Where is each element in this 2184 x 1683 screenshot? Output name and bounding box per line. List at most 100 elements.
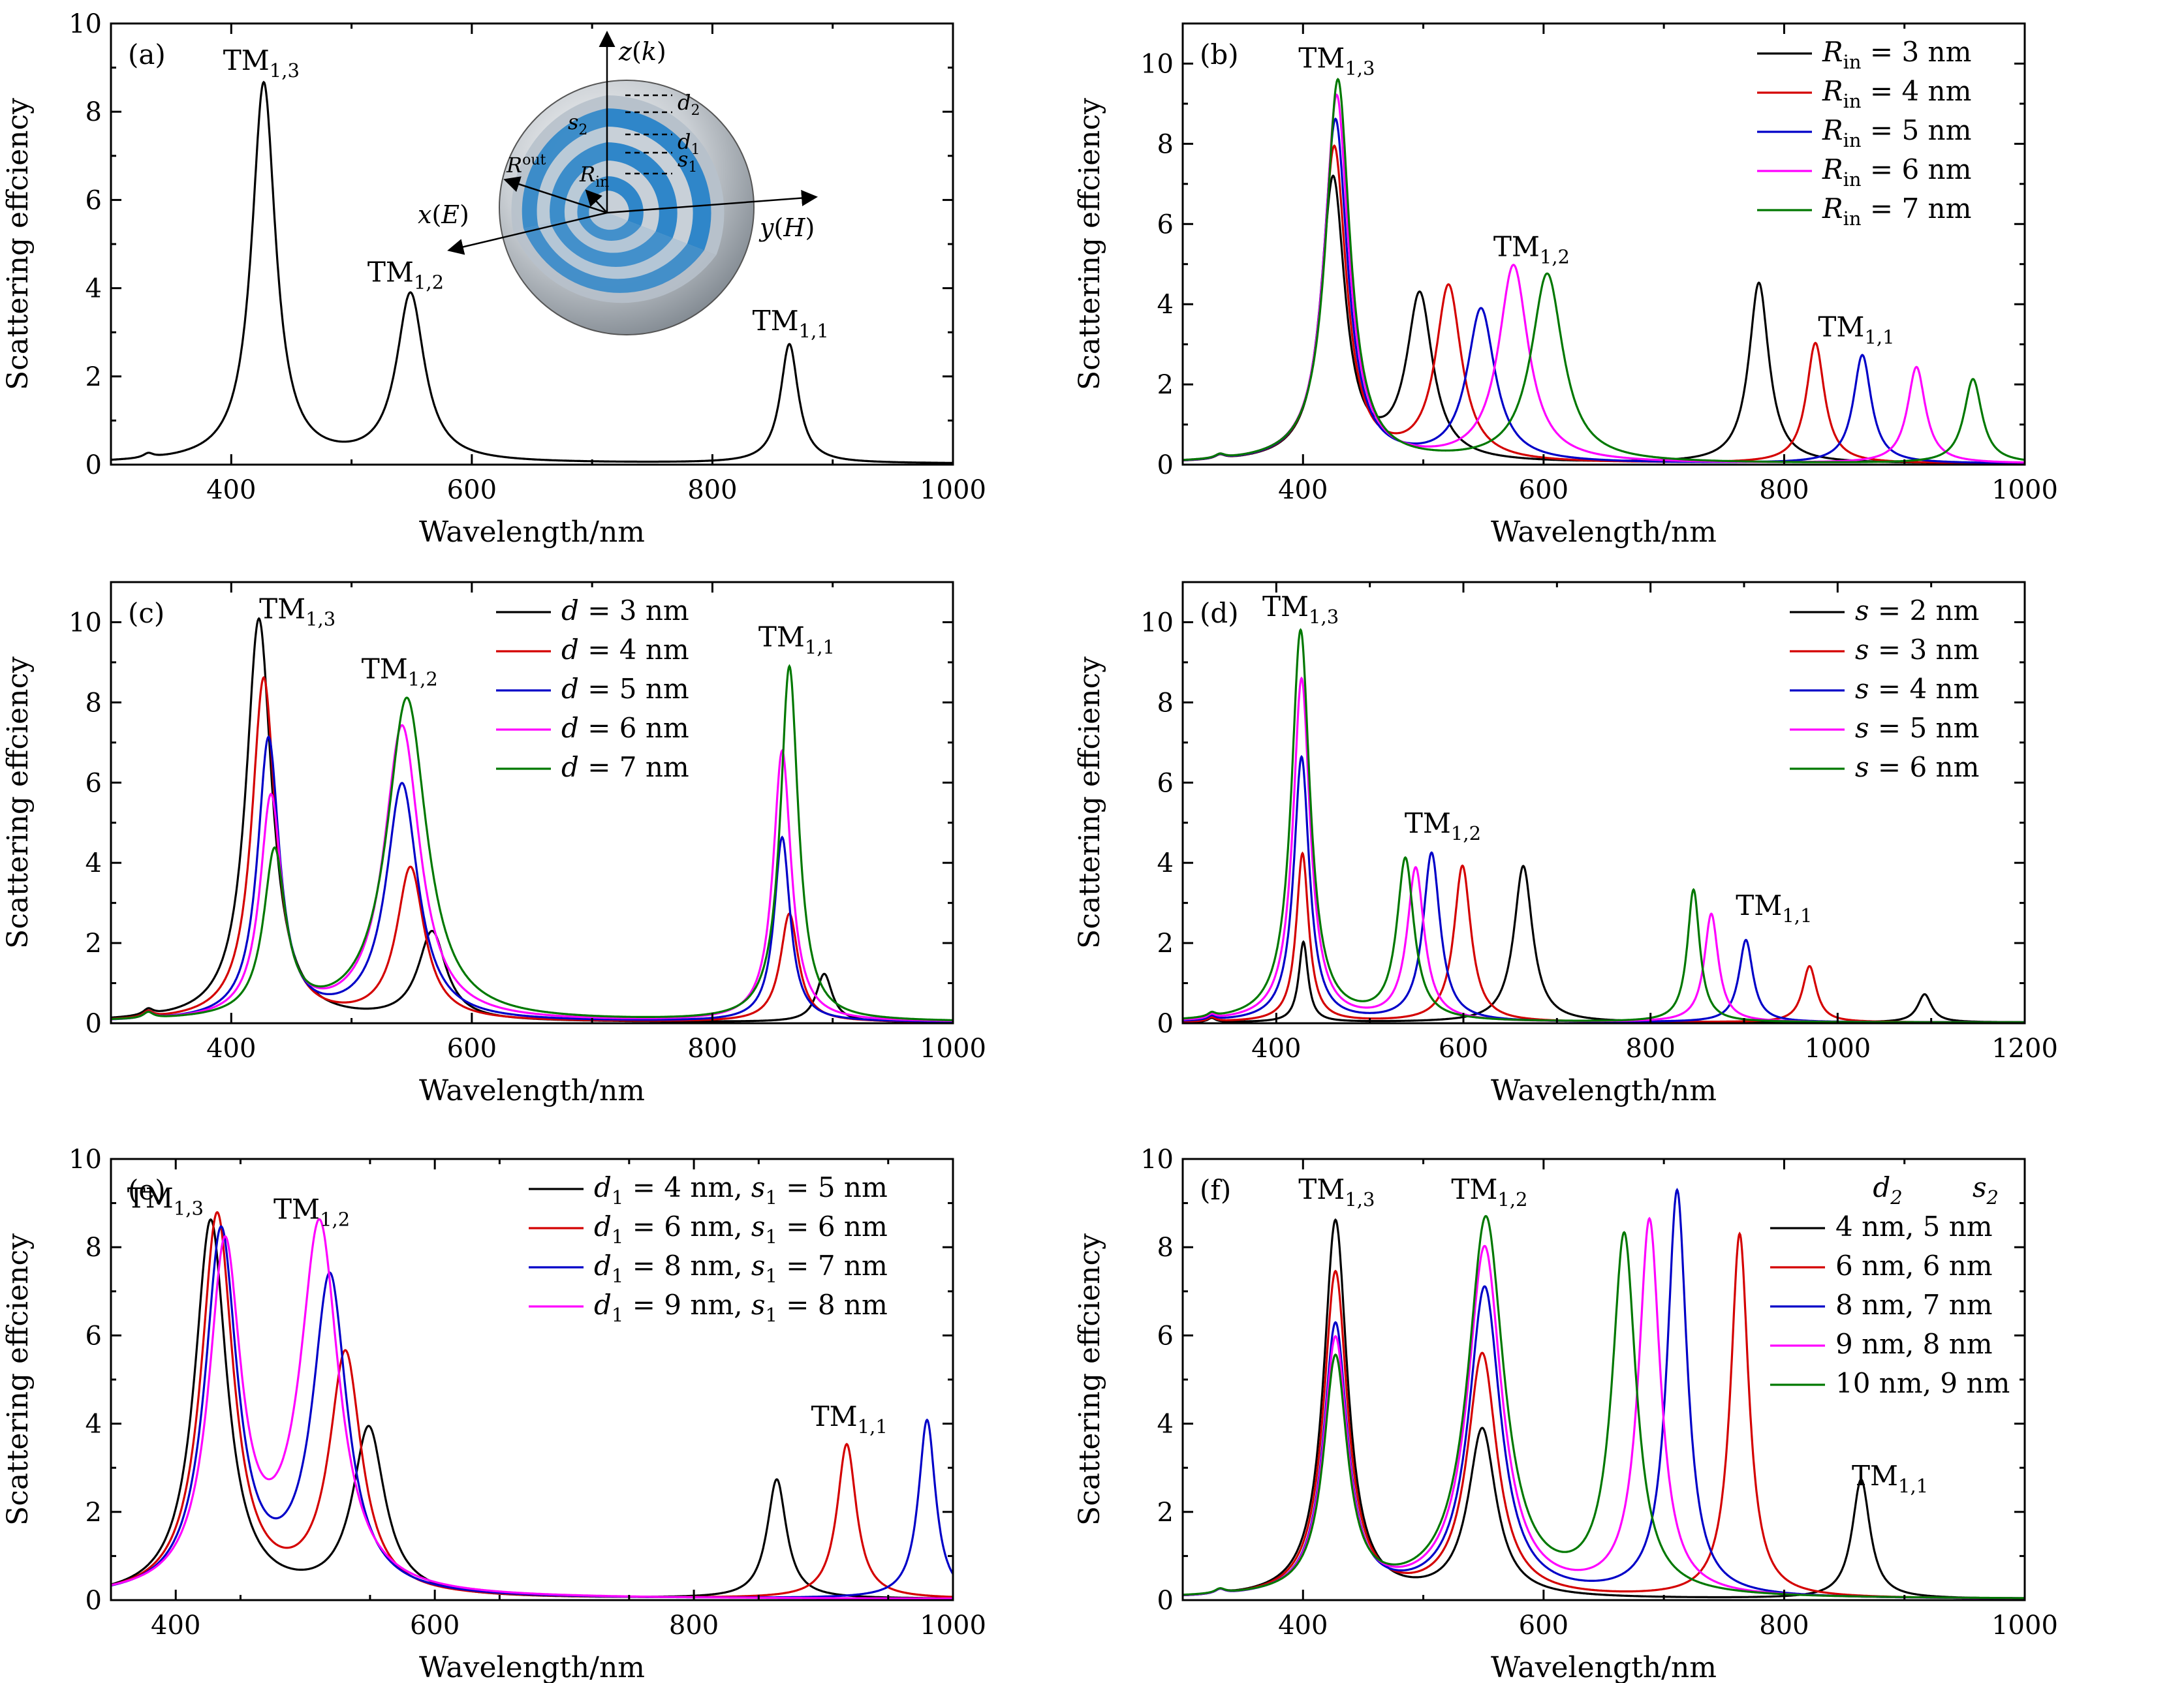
y-tick-label-e: 2 bbox=[86, 1498, 102, 1528]
legend-label-d-3: s = 5 nm bbox=[1855, 712, 1979, 744]
legend-label-c-0: d = 3 nm bbox=[561, 594, 689, 626]
rin-arrow bbox=[585, 189, 608, 213]
legend-label-b-0: Rin = 3 nm bbox=[1822, 36, 1971, 73]
legend-label-b-3: Rin = 6 nm bbox=[1822, 153, 1971, 191]
x-axis-label-inset: x(E) bbox=[418, 200, 469, 229]
y-axis-label-d: Scattering effciency bbox=[1073, 656, 1106, 949]
legend-label-d-2: s = 4 nm bbox=[1855, 673, 1979, 705]
y-tick-label-d: 10 bbox=[1140, 608, 1174, 638]
panel-label-b: (b) bbox=[1200, 39, 1239, 70]
legend-label-d-4: s = 6 nm bbox=[1855, 751, 1979, 783]
series-line-c-1 bbox=[111, 675, 953, 1023]
legend-label-e-1: d1 = 6 nm, s1 = 6 nm bbox=[594, 1211, 888, 1248]
legend-label-f-3: 9 nm, 8 nm bbox=[1835, 1328, 1993, 1360]
y-tick-label-d: 2 bbox=[1157, 929, 1174, 959]
panel-label-e: (e) bbox=[128, 1174, 166, 1206]
label-rin: Rin bbox=[579, 162, 609, 191]
y-tick-label-d: 6 bbox=[1157, 768, 1174, 798]
y-tick-label-a: 0 bbox=[86, 450, 102, 480]
legend-label-f-1: 6 nm, 6 nm bbox=[1835, 1250, 1993, 1282]
legend-label-e-0: d1 = 4 nm, s1 = 5 nm bbox=[594, 1171, 888, 1209]
y-tick-label-e: 4 bbox=[86, 1410, 102, 1440]
series-line-f-4 bbox=[1183, 1214, 2025, 1599]
y-axis-label-c: Scattering effciency bbox=[1, 656, 35, 949]
x-tick-label-f: 800 bbox=[1759, 1611, 1809, 1641]
panel-f: 400 600 800 1000 0 2 4 6 8 10 Wavelength/nm Scatter… bbox=[1073, 1145, 2058, 1683]
legend-label-f-0: 4 nm, 5 nm bbox=[1835, 1211, 1993, 1243]
legend-label-c-2: d = 5 nm bbox=[561, 673, 689, 705]
layer-right-6 bbox=[607, 191, 629, 221]
y-tick-label-e: 6 bbox=[86, 1321, 102, 1351]
legend-label-d-0: s = 2 nm bbox=[1855, 594, 1979, 626]
panel-b: 400 600 800 1000 0 2 4 6 8 10 Wavelength/nm Scatter… bbox=[1073, 22, 2058, 549]
y-tick-label-a: 8 bbox=[86, 97, 102, 127]
y-tick-label-a: 6 bbox=[86, 185, 102, 215]
x-tick-label-e: 1000 bbox=[920, 1611, 986, 1641]
peak-annotation-a-0: TM1,3 bbox=[223, 44, 300, 82]
legend-label-f-2: 8 nm, 7 nm bbox=[1835, 1289, 1993, 1321]
x-tick-label-e: 400 bbox=[151, 1611, 200, 1641]
x-tick-label-d: 1000 bbox=[1804, 1034, 1871, 1064]
panel-d: 400 600 800 1000 1200 0 2 4 6 8 10 Wavelength/nm Sca… bbox=[1073, 581, 2058, 1107]
legend-label-c-1: d = 4 nm bbox=[561, 634, 689, 666]
panel-label-f: (f) bbox=[1200, 1174, 1231, 1206]
y-axis-label-b: Scattering effciency bbox=[1073, 98, 1106, 390]
y-tick-label-c: 2 bbox=[86, 929, 102, 959]
x-tick-label-c: 800 bbox=[687, 1034, 737, 1064]
plot-frame-d bbox=[1181, 581, 2026, 1025]
y-tick-label-d: 0 bbox=[1157, 1009, 1174, 1039]
y-tick-label-c: 6 bbox=[86, 768, 102, 798]
peak-annotation-b-0: TM1,3 bbox=[1298, 42, 1375, 80]
y-tick-label-c: 8 bbox=[86, 688, 102, 718]
x-tick-label-d: 800 bbox=[1625, 1034, 1675, 1064]
series-line-d-4 bbox=[1183, 628, 2025, 1023]
peak-annotation-e-0: TM1,3 bbox=[127, 1182, 204, 1219]
x-tick-label-f: 400 bbox=[1278, 1611, 1328, 1641]
panel-label-a: (a) bbox=[128, 39, 166, 70]
y-tick-label-c: 4 bbox=[86, 848, 102, 878]
y-tick-label-e: 8 bbox=[86, 1233, 102, 1263]
y-tick-label-b: 4 bbox=[1157, 290, 1174, 320]
y-tick-label-b: 8 bbox=[1157, 129, 1174, 159]
x-tick-label-a: 600 bbox=[447, 475, 497, 505]
x-tick-label-b: 600 bbox=[1519, 475, 1568, 505]
y-axis-label-f: Scattering effciency bbox=[1073, 1233, 1106, 1526]
x-axis-label-c: Wavelength/nm bbox=[419, 1074, 645, 1107]
x-tick-label-f: 1000 bbox=[1991, 1611, 2058, 1641]
y-tick-label-c: 10 bbox=[69, 608, 102, 638]
x-tick-label-c: 1000 bbox=[920, 1034, 986, 1064]
legend-label-b-4: Rin = 7 nm bbox=[1822, 193, 1971, 230]
x-tick-label-b: 800 bbox=[1759, 475, 1809, 505]
panel-e: 400 600 800 1000 0 2 4 6 8 10 Wavelength/nm Scatter… bbox=[1, 1145, 986, 1683]
legend-label-c-3: d = 6 nm bbox=[561, 712, 689, 744]
x-tick-label-f: 600 bbox=[1519, 1611, 1568, 1641]
peak-annotation-a-2: TM1,1 bbox=[753, 305, 829, 342]
z-axis-label: z(k) bbox=[618, 37, 666, 66]
rout-arrow bbox=[503, 176, 608, 214]
peak-annotation-c-1: TM1,2 bbox=[362, 653, 438, 690]
legend-label-f-4: 10 nm, 9 nm bbox=[1835, 1367, 2010, 1399]
label-d2: d2 bbox=[678, 90, 700, 119]
legend-label-e-2: d1 = 8 nm, s1 = 7 nm bbox=[594, 1250, 888, 1287]
peak-annotation-b-2: TM1,1 bbox=[1818, 311, 1894, 348]
label-s1: s1 bbox=[678, 147, 697, 176]
x-tick-label-e: 600 bbox=[410, 1611, 460, 1641]
y-tick-label-e: 10 bbox=[69, 1145, 102, 1175]
legend-label-e-3: d1 = 9 nm, s1 = 8 nm bbox=[594, 1289, 888, 1326]
y-tick-label-a: 10 bbox=[69, 9, 102, 39]
series-line-c-3 bbox=[111, 724, 953, 1022]
label-d1: d1 bbox=[678, 129, 700, 158]
peak-annotation-d-1: TM1,2 bbox=[1405, 807, 1481, 844]
legend-header-d2: d2 bbox=[1873, 1171, 1902, 1209]
y-tick-label-f: 0 bbox=[1157, 1586, 1174, 1616]
y-tick-label-d: 8 bbox=[1157, 688, 1174, 718]
series-line-e-3 bbox=[111, 1218, 953, 1600]
legend-label-d-1: s = 3 nm bbox=[1855, 634, 1979, 666]
y-tick-label-f: 6 bbox=[1157, 1321, 1174, 1351]
y-tick-label-f: 10 bbox=[1140, 1145, 1174, 1175]
plot-frame-b bbox=[1181, 22, 2026, 466]
y-tick-label-b: 0 bbox=[1157, 450, 1174, 480]
panel-label-d: (d) bbox=[1200, 597, 1239, 629]
x-tick-label-a: 400 bbox=[206, 475, 256, 505]
